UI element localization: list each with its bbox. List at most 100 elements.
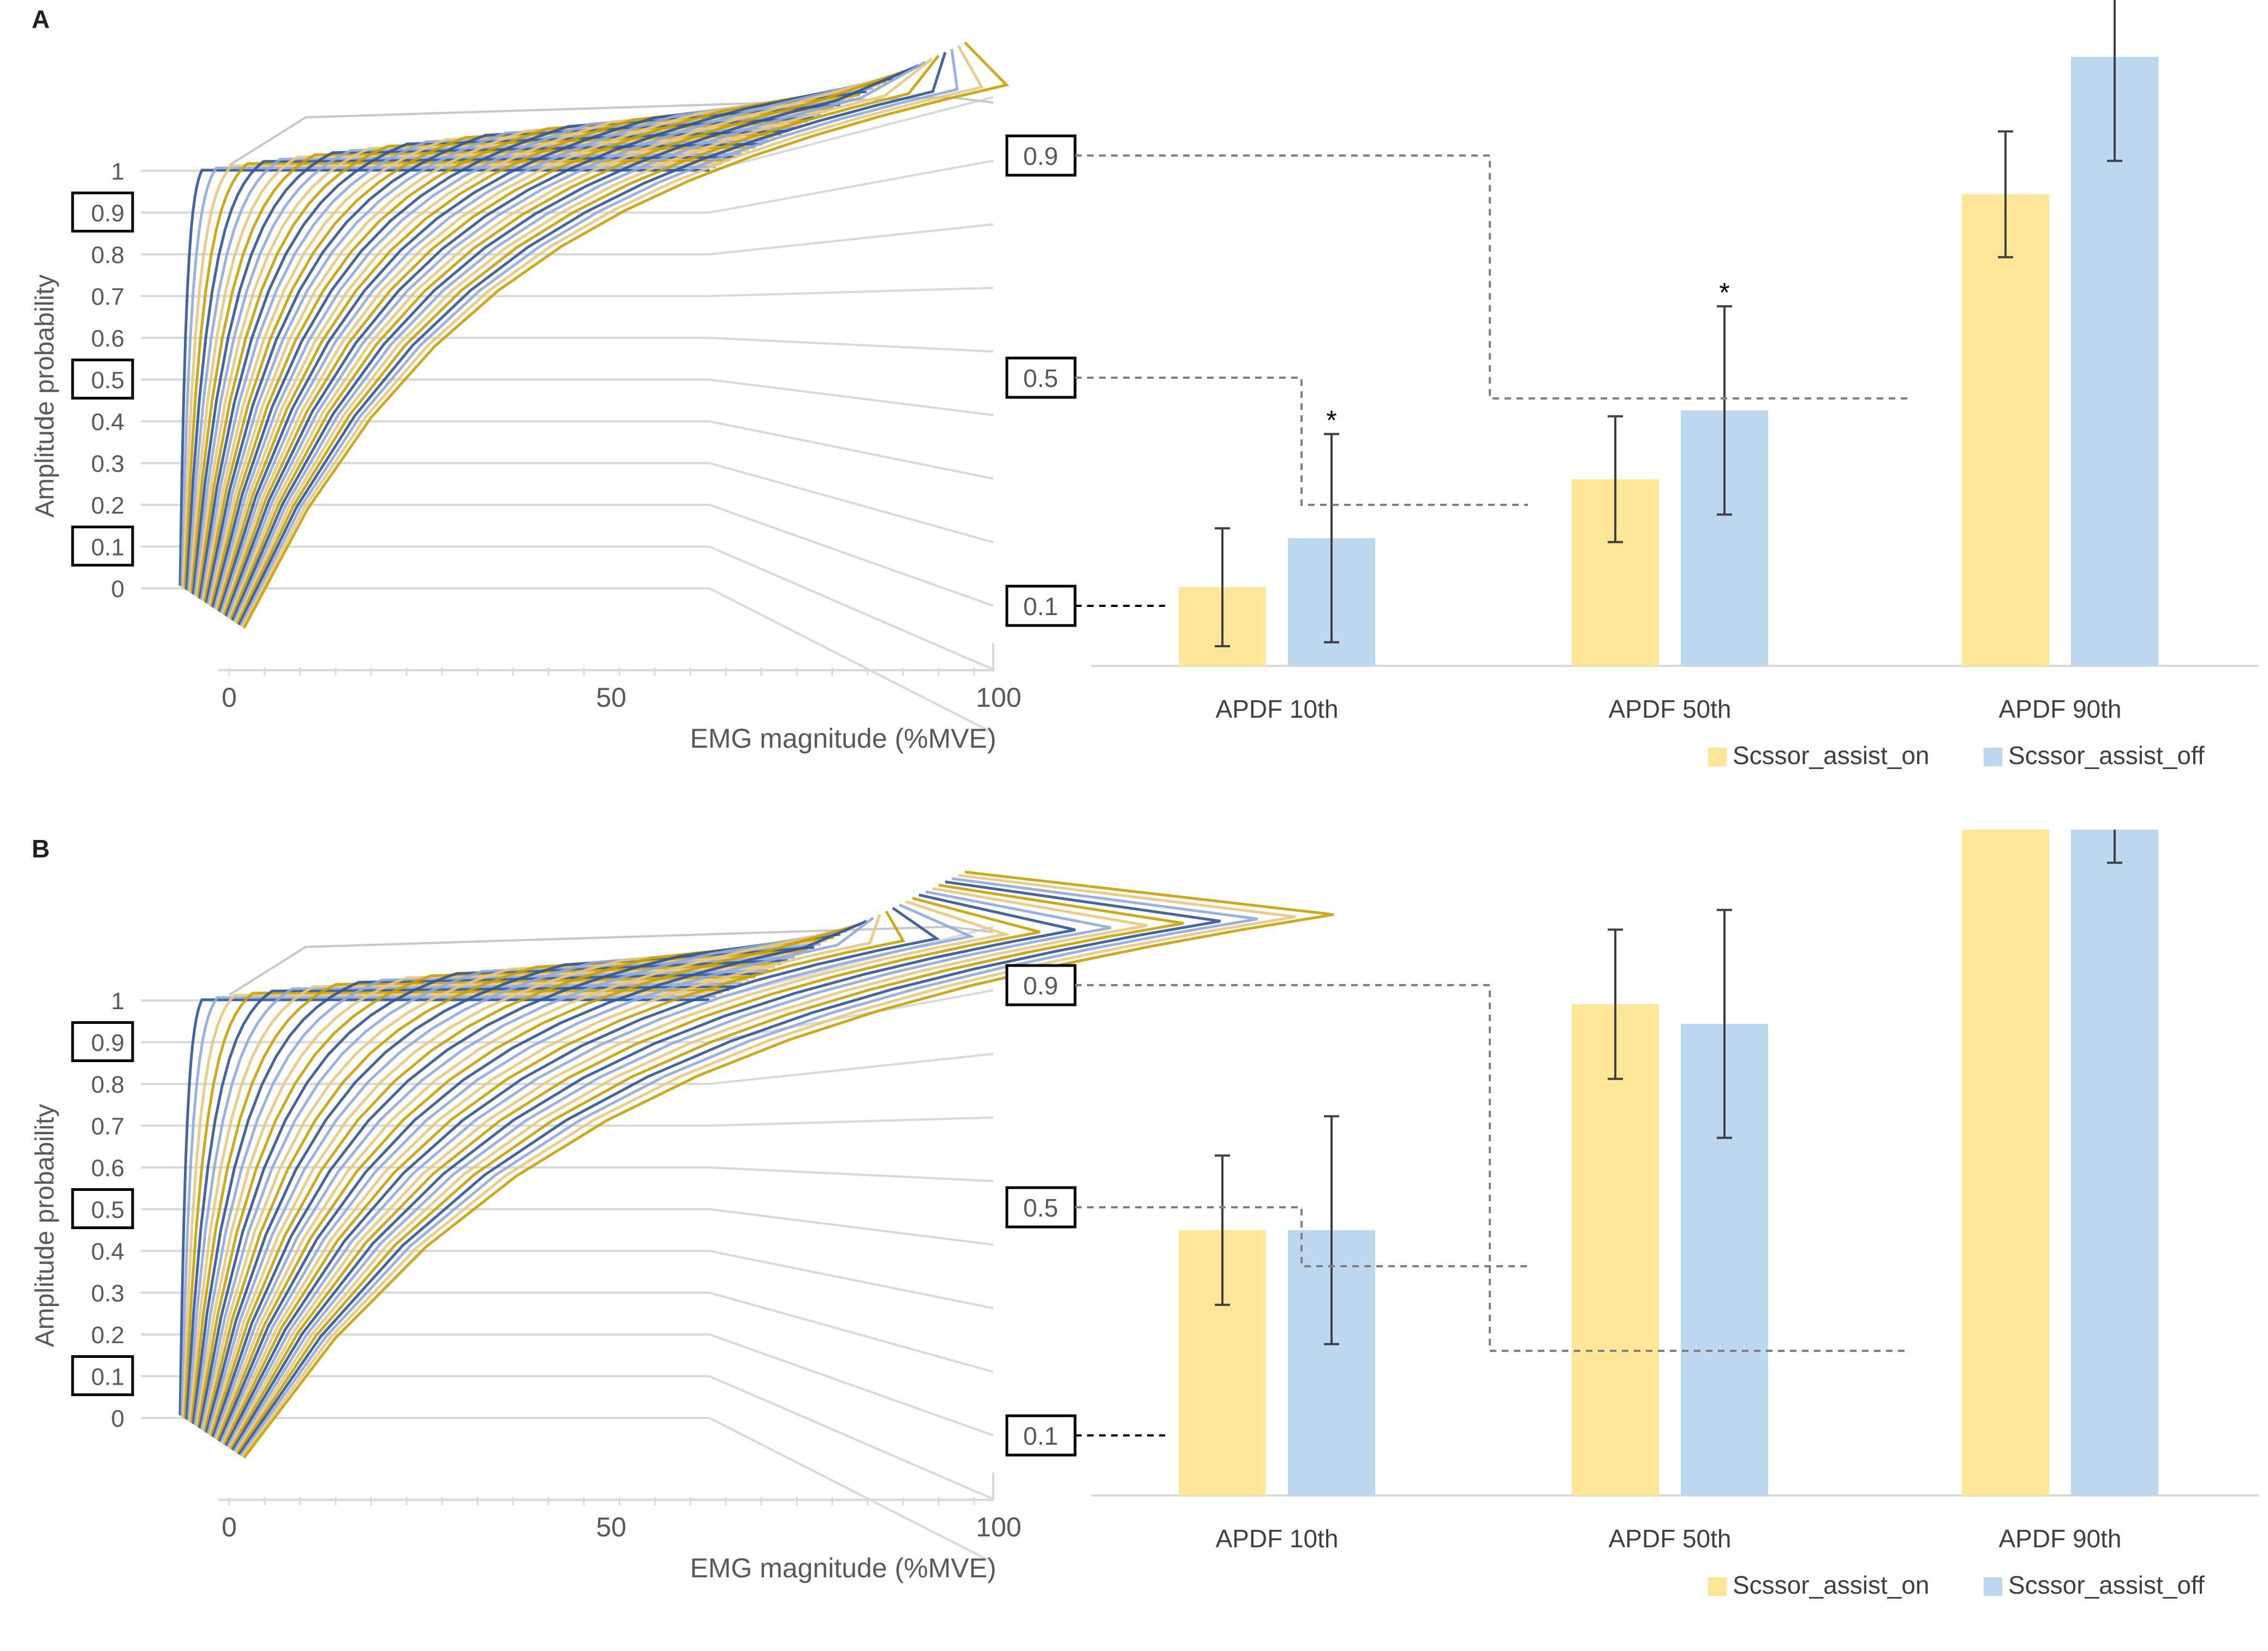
- y-tick-label: 1: [111, 158, 124, 185]
- apdf-curve: [195, 965, 775, 1427]
- gridline: [141, 504, 994, 607]
- y-tick-label: 1: [111, 988, 124, 1015]
- apdf-curve: [229, 897, 1041, 1450]
- tick-highlight-box: [71, 1021, 134, 1062]
- tick-highlight-box: [71, 1355, 134, 1396]
- apdf-curve: [193, 969, 769, 1426]
- legend-label: Scssor_assist_on: [1733, 741, 1930, 770]
- y-tick-label: 0.2: [91, 492, 124, 519]
- callout-label: 0.5: [1023, 1194, 1058, 1222]
- y-tick-label: 0: [111, 1405, 124, 1432]
- x-tick-label: 50: [596, 682, 626, 713]
- legend-label: Scssor_assist_on: [1733, 1571, 1930, 1599]
- connector-90th: [1075, 984, 1910, 1352]
- y-tick-label: 0.4: [91, 409, 124, 436]
- apdf-curve: [182, 992, 723, 1418]
- apdf-curve: [232, 61, 927, 623]
- apdf-curve: [221, 914, 881, 1445]
- category-label: APDF 50th: [1609, 695, 1732, 723]
- apdf-curve: [200, 126, 795, 600]
- apdf-curve: [183, 988, 730, 1419]
- floor-line: [218, 643, 994, 671]
- callout-label: 0.9: [1023, 142, 1058, 170]
- apdf-curve: [228, 900, 1011, 1449]
- apdf-curve: [213, 929, 847, 1439]
- apdf-curve: [205, 116, 815, 604]
- callout-box: [1005, 1186, 1077, 1229]
- apdf-curve: [231, 64, 920, 621]
- surface-plot: 1 0.9 0.8 0.7 0.6 0.5 0.4 0.3 0.2 0.1 0 Amplitude p…: [31, 41, 1022, 754]
- apdf-curve: [183, 159, 730, 589]
- apdf-curve: [188, 979, 749, 1422]
- gridline: [141, 1417, 994, 1564]
- apdf-curve: [201, 123, 802, 601]
- apdf-curve: [200, 956, 795, 1430]
- gridline: [141, 1291, 994, 1373]
- apdf-curve: [243, 871, 1334, 1459]
- gridline: [141, 1375, 994, 1500]
- apdf-curve: [229, 67, 913, 620]
- apdf-curve: [223, 910, 905, 1446]
- category-label: APDF 10th: [1216, 1524, 1339, 1553]
- floor-line: [218, 1473, 994, 1501]
- significance-mark: *: [1719, 277, 1729, 308]
- y-tick-label: 0.5: [91, 367, 124, 394]
- apdf-curve: [211, 103, 841, 608]
- panel-label: A: [32, 5, 50, 33]
- y-tick-label: 0.2: [91, 1322, 124, 1349]
- y-axis-label: Amplitude probability: [31, 275, 59, 518]
- gridline: [141, 159, 994, 214]
- category-label: APDF 10th: [1216, 695, 1339, 723]
- y-tick-label: 0.6: [91, 325, 124, 352]
- x-tick-label: 50: [596, 1512, 626, 1542]
- gridline: [141, 1116, 994, 1127]
- surface-plot: 1 0.9 0.8 0.7 0.6 0.5 0.4 0.3 0.2 0.1 0 Amplitude p…: [31, 871, 1334, 1583]
- top-edge: [228, 96, 994, 166]
- apdf-curve: [219, 916, 874, 1444]
- apdf-curve: [213, 100, 847, 609]
- y-tick-label: 0.3: [91, 1280, 124, 1307]
- apdf-curve: [216, 93, 861, 611]
- apdf-curve: [239, 49, 959, 627]
- panel-label: B: [32, 835, 50, 863]
- apdf-curve: [231, 893, 1076, 1451]
- y-axis-label: Amplitude probability: [31, 1104, 59, 1348]
- gridline: [141, 287, 994, 297]
- apdf-curve: [198, 959, 789, 1429]
- bar: [1962, 739, 2049, 1495]
- y-tick-label: 0.1: [91, 534, 124, 561]
- apdf-curve: [185, 156, 736, 591]
- legend-label: Scssor_assist_off: [2008, 1571, 2205, 1599]
- category-label: APDF 90th: [1999, 1524, 2122, 1553]
- legend-label: Scssor_assist_off: [2008, 741, 2205, 770]
- apdf-curve: [206, 943, 821, 1434]
- apdf-curve: [201, 952, 802, 1431]
- apdf-curve: [208, 110, 828, 606]
- x-axis-label: EMG magnitude (%MVE): [690, 723, 996, 754]
- x-axis-label: EMG magnitude (%MVE): [690, 1553, 996, 1583]
- panel-a: A 1 0.9 0.8 0.7 0.6 0.5 0.4 0.3 0.2 0.1 0 Amplitude…: [0, 0, 2268, 819]
- apdf-curve: [241, 45, 984, 628]
- callout-label: 0.5: [1023, 364, 1058, 392]
- apdf-curve: [185, 985, 736, 1420]
- y-tick-label: 0: [111, 576, 124, 603]
- x-tick-label: 100: [976, 1512, 1021, 1542]
- callout-box: [1005, 356, 1077, 399]
- callout-label: 0.1: [1023, 592, 1058, 621]
- apdf-curve: [214, 926, 854, 1440]
- apdf-curve: [180, 995, 717, 1417]
- bar: [1962, 194, 2049, 666]
- legend-swatch: [1984, 748, 2002, 766]
- callout-label: 0.1: [1023, 1422, 1058, 1450]
- apdf-curve: [188, 149, 749, 593]
- apdf-curve: [237, 51, 947, 626]
- apdf-curve: [234, 887, 1148, 1453]
- apdf-curve: [180, 165, 717, 587]
- gridline: [141, 587, 994, 734]
- apdf-curve: [242, 41, 1010, 629]
- panel-b: B 1 0.9 0.8 0.7 0.6 0.5 0.4 0.3 0.2 0.1 0 Amplitude…: [0, 634, 2268, 1648]
- significance-mark: *: [1326, 405, 1336, 436]
- y-tick-label: 0.9: [91, 1030, 124, 1057]
- callout-label: 0.9: [1023, 971, 1058, 1000]
- panel-b-figure: 1 0.9 0.8 0.7 0.6 0.5 0.4 0.3 0.2 0.1 0 Amplitude p…: [31, 634, 2259, 1599]
